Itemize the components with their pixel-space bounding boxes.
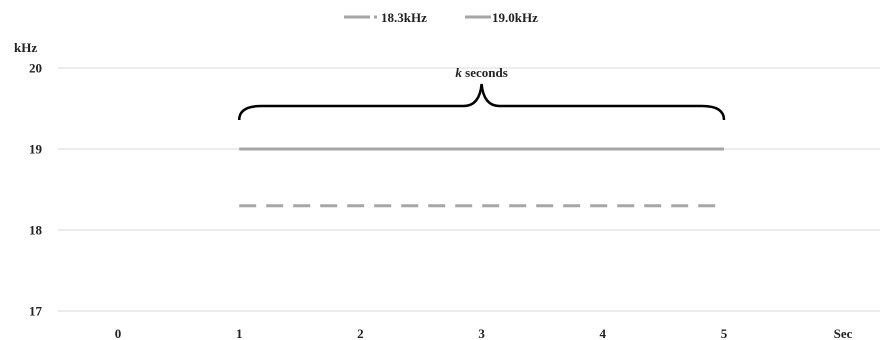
y-axis-unit-label: kHz bbox=[14, 40, 37, 55]
series-lines bbox=[239, 147, 724, 208]
annotation-text: seconds bbox=[462, 65, 508, 80]
x-axis-unit-label: Sec bbox=[834, 326, 853, 340]
x-tick-label: 0 bbox=[115, 326, 122, 340]
y-tick-label: 20 bbox=[29, 61, 42, 76]
x-tick-label: 4 bbox=[600, 326, 607, 340]
curly-brace bbox=[237, 83, 726, 121]
legend: 18.3kHz 19.0kHz bbox=[344, 10, 538, 25]
legend-label: 18.3kHz bbox=[381, 10, 427, 25]
legend-label: 19.0kHz bbox=[492, 10, 538, 25]
x-tick-label: 5 bbox=[721, 326, 728, 340]
k-seconds-annotation: k seconds bbox=[237, 65, 726, 121]
y-tick-label: 17 bbox=[29, 304, 43, 319]
annotation-label: k seconds bbox=[455, 65, 507, 80]
x-tick-label: 1 bbox=[236, 326, 243, 340]
x-tick-label: 2 bbox=[357, 326, 364, 340]
y-tick-label: 18 bbox=[29, 223, 43, 238]
annotation-italic: k bbox=[455, 65, 462, 80]
x-tick-label: 3 bbox=[478, 326, 485, 340]
x-axis-ticks: 0 1 2 3 4 5 bbox=[115, 326, 728, 340]
y-tick-label: 19 bbox=[29, 142, 43, 157]
y-axis-ticks: 17 18 19 20 bbox=[29, 61, 43, 319]
